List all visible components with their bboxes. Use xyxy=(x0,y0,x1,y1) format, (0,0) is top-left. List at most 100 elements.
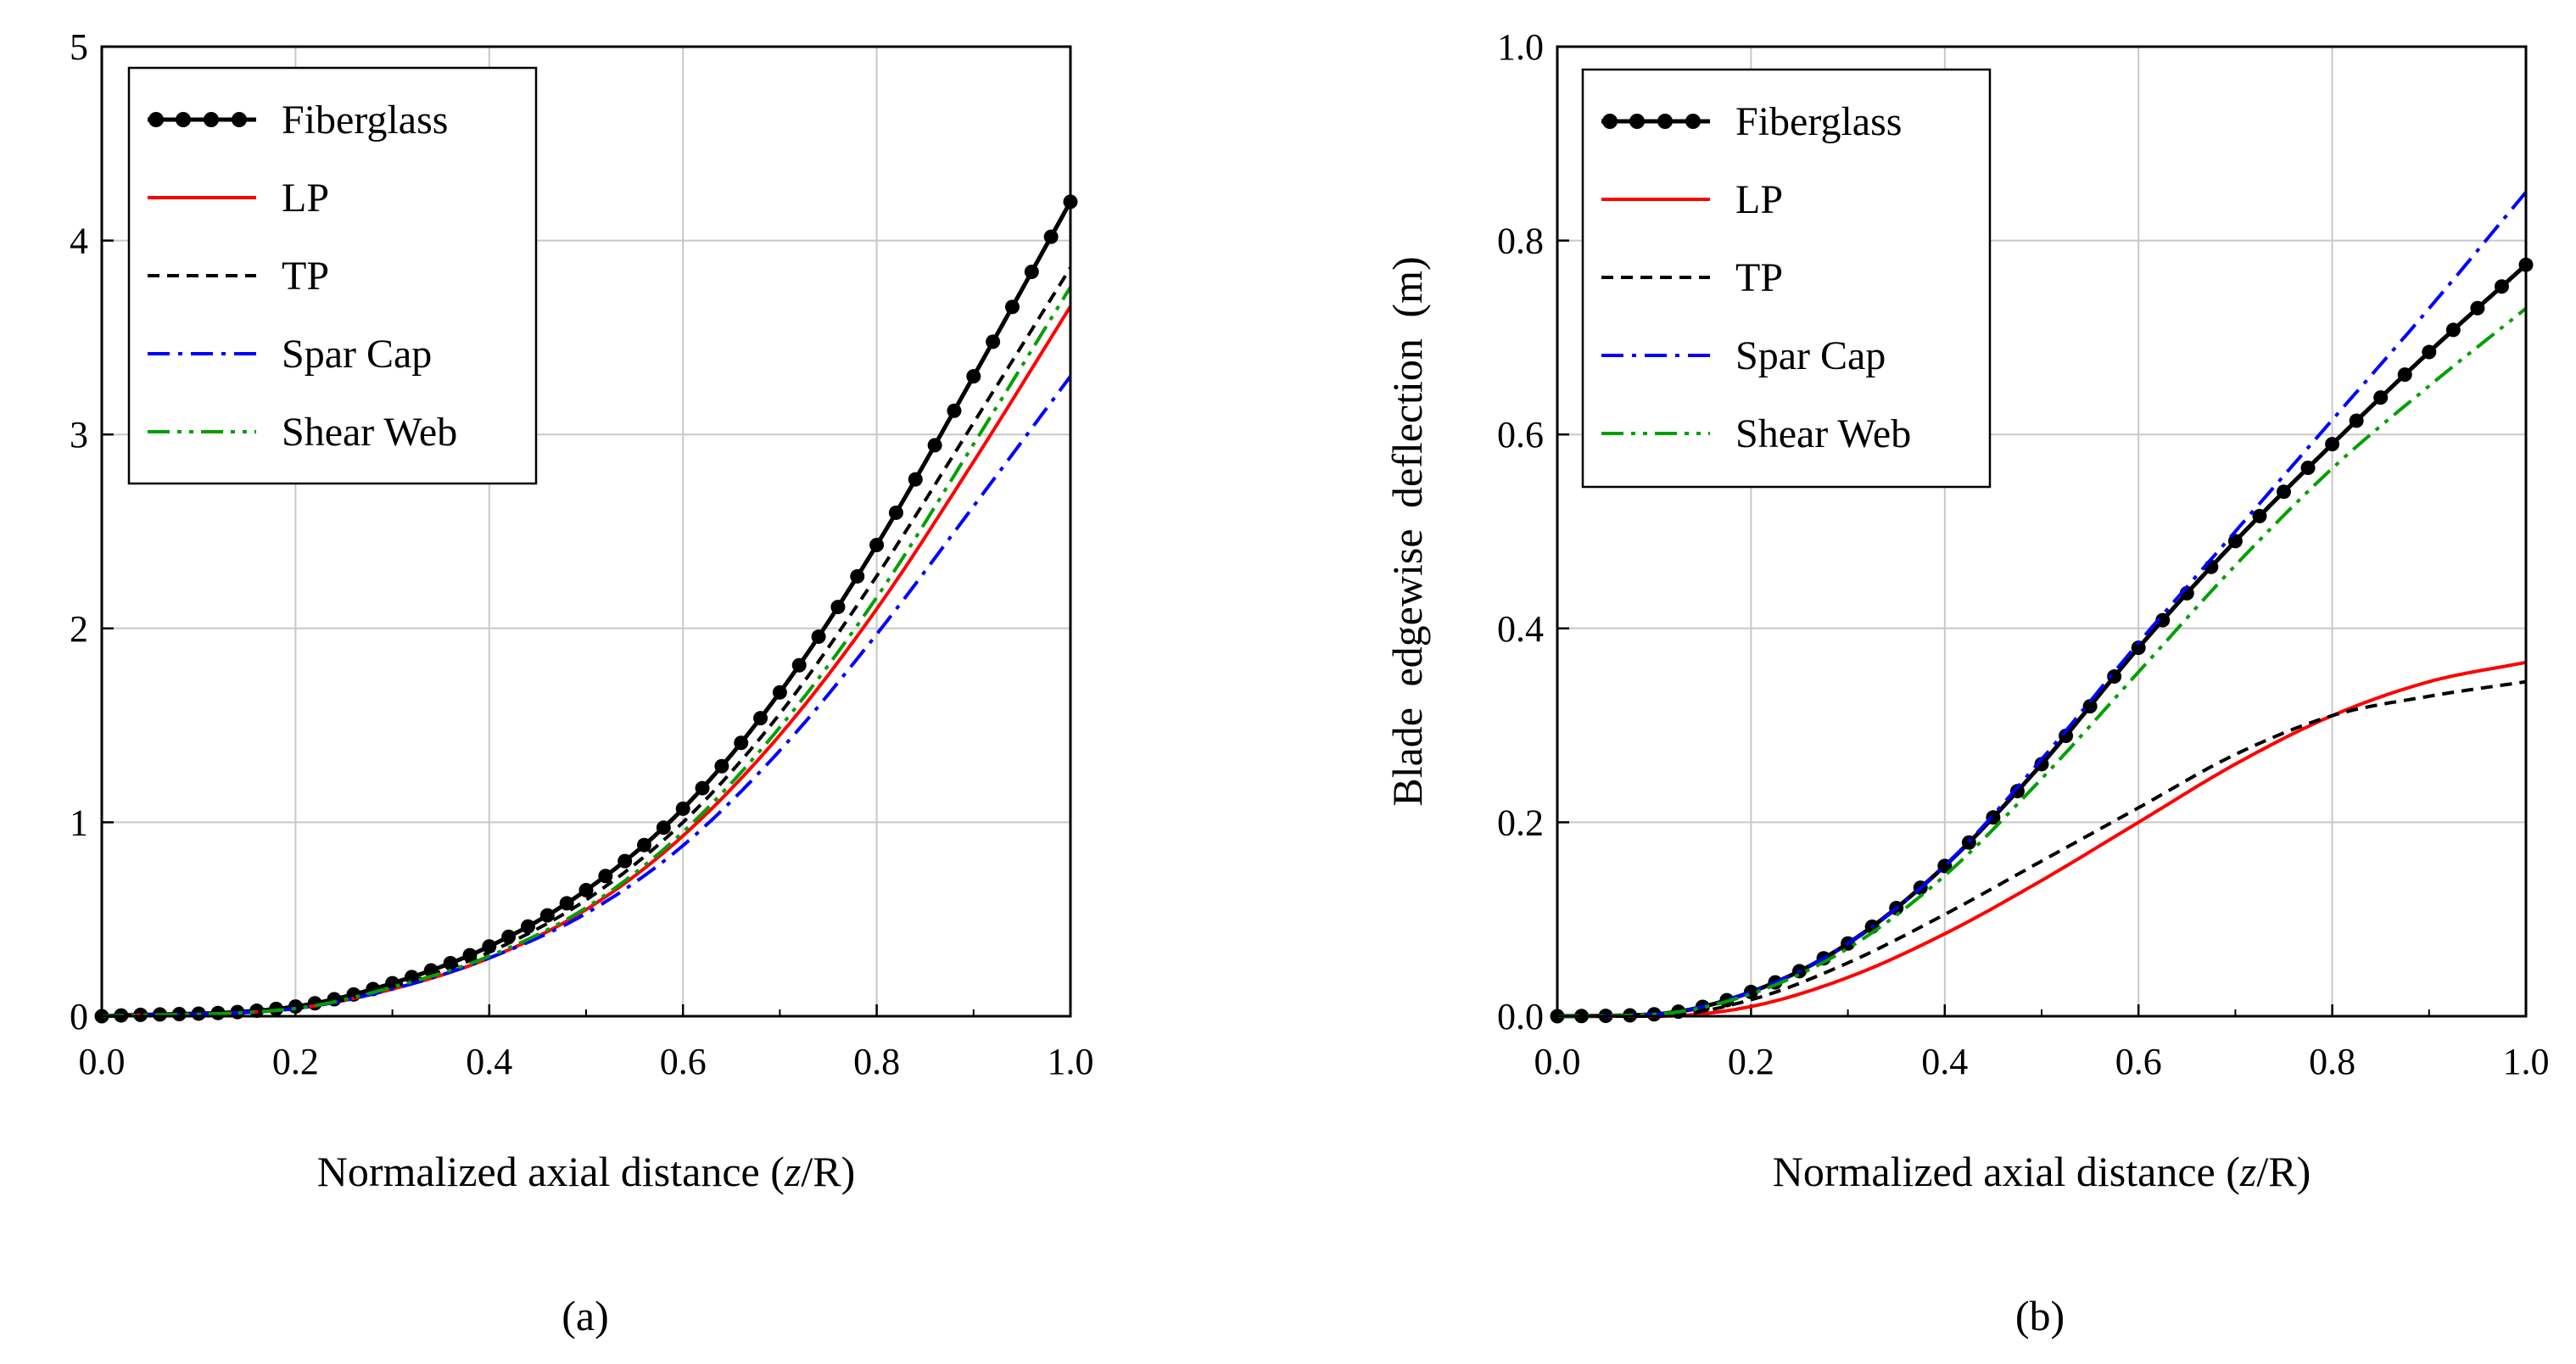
y-axis-label: Blade edgewise deflection (m) xyxy=(1383,256,1431,806)
legend-marker xyxy=(232,112,247,127)
plot-frame xyxy=(100,45,1072,1018)
series-marker-fiberglass xyxy=(2470,300,2485,316)
legend-label: Spar Cap xyxy=(1735,333,1886,378)
series-line-lp xyxy=(1557,660,2527,1018)
x-tick-label: 0.6 xyxy=(2115,1041,2162,1082)
series-marker-fiberglass xyxy=(830,600,846,615)
legend-label: TP xyxy=(1735,255,1783,300)
series-marker-fiberglass xyxy=(559,896,574,911)
legend: Fiberglass LP TP Spar Cap Shear Web xyxy=(127,66,538,485)
panel-caption: (a) xyxy=(562,1292,609,1339)
y-tick-label: 3 xyxy=(70,414,88,456)
legend-label: Shear Web xyxy=(282,410,457,455)
plot-frame xyxy=(1556,45,2528,1018)
series-marker-fiberglass xyxy=(986,334,1001,349)
series-marker-fiberglass xyxy=(714,758,729,774)
legend-label: Shear Web xyxy=(1735,411,1911,456)
y-tick-label: 0.2 xyxy=(1497,802,1544,843)
series-line-tp xyxy=(1557,679,2527,1018)
series-marker-fiberglass xyxy=(2009,784,2025,799)
series-marker-fiberglass xyxy=(2373,390,2389,405)
series-marker-fiberglass xyxy=(966,369,981,384)
series-marker-fiberglass xyxy=(2445,322,2461,338)
series-marker-fiberglass xyxy=(2349,413,2364,428)
series-marker-fiberglass xyxy=(947,403,962,418)
legend: Fiberglass LP TP Spar Cap Shear Web xyxy=(1581,68,1992,489)
x-tick-label: 0.8 xyxy=(853,1041,900,1082)
x-tick-label: 1.0 xyxy=(1048,1041,1094,1082)
series-marker-fiberglass xyxy=(927,438,942,453)
x-tick-label: 1.0 xyxy=(2503,1041,2550,1082)
x-axis-label-italic: z xyxy=(2239,1148,2256,1195)
x-tick-label: 0.0 xyxy=(79,1041,126,1082)
series-marker-fiberglass xyxy=(791,657,807,673)
series-marker-fiberglass xyxy=(2155,612,2171,628)
legend-label: Spar Cap xyxy=(282,332,432,377)
y-tick-label: 0.0 xyxy=(1497,996,1544,1037)
legend-marker xyxy=(1657,114,1673,129)
y-tick-label: 0 xyxy=(70,996,88,1037)
series-marker-fiberglass xyxy=(598,869,613,884)
series-marker-fiberglass xyxy=(2082,699,2098,714)
x-tick-label: 0.4 xyxy=(466,1041,512,1082)
y-tick-label: 5 xyxy=(70,26,88,68)
legend-marker xyxy=(176,112,191,127)
chart-panel-b: 0.0 0.2 0.4 0.6 0.8 1.0 0.0 0.2 0.4 0.6 0.8 1.0 Fibe… xyxy=(1383,26,2550,1339)
y-tick-label: 0.6 xyxy=(1497,414,1544,456)
series-marker-fiberglass xyxy=(2422,344,2437,360)
x-axis-label-italic: z xyxy=(784,1148,801,1195)
legend-marker xyxy=(1629,114,1645,129)
series-marker-fiberglass xyxy=(2034,757,2049,772)
y-tick-label: 2 xyxy=(70,608,88,650)
series-marker-fiberglass xyxy=(869,538,885,553)
series-marker-fiberglass xyxy=(753,711,768,726)
series-marker-fiberglass xyxy=(2494,279,2509,294)
x-tick-label: 0.0 xyxy=(1534,1041,1581,1082)
legend-label: Fiberglass xyxy=(1735,99,1902,144)
series-marker-fiberglass xyxy=(2300,461,2316,476)
y-tick-label: 4 xyxy=(70,221,88,262)
series-marker-fiberglass xyxy=(578,882,594,897)
series-marker-fiberglass xyxy=(2325,437,2340,452)
x-tick-label: 0.4 xyxy=(1921,1041,1968,1082)
legend-label: TP xyxy=(282,254,329,299)
series-marker-fiberglass xyxy=(888,505,903,520)
x-tick-label: 0.8 xyxy=(2309,1041,2355,1082)
series-marker-fiberglass xyxy=(656,820,671,836)
legend-marker xyxy=(1685,114,1701,129)
series-marker-fiberglass xyxy=(2059,728,2074,743)
series-line-shear-web xyxy=(1557,307,2528,1018)
y-tick-label: 1.0 xyxy=(1497,26,1544,68)
legend-label: LP xyxy=(282,176,329,221)
series-marker-fiberglass xyxy=(617,853,633,869)
x-axis-label-post: /R) xyxy=(801,1148,855,1195)
legend-marker xyxy=(204,112,219,127)
chart-panel-a: 0.0 0.2 0.4 0.6 0.8 1.0 0 1 2 3 4 5 Fiberglass LP TP Sp… xyxy=(70,26,1094,1339)
series-marker-fiberglass xyxy=(772,685,787,700)
legend-marker xyxy=(1602,114,1618,129)
series-marker-fiberglass xyxy=(1004,299,1020,315)
series-line-shear-web xyxy=(101,286,1072,1018)
series-marker-fiberglass xyxy=(2277,484,2291,500)
series-marker-fiberglass xyxy=(850,568,865,584)
panel-caption: (b) xyxy=(2015,1292,2065,1339)
series-marker-fiberglass xyxy=(734,735,749,751)
y-tick-label: 0.8 xyxy=(1497,221,1544,262)
series-marker-fiberglass xyxy=(2107,669,2122,685)
series-marker-fiberglass xyxy=(908,472,923,487)
legend-label: Fiberglass xyxy=(282,98,448,143)
legend-marker xyxy=(148,112,164,127)
legend-label: LP xyxy=(1735,177,1783,222)
series-marker-fiberglass xyxy=(2131,640,2146,656)
series-marker-fiberglass xyxy=(501,929,517,944)
series-marker-fiberglass xyxy=(539,908,555,923)
x-tick-label: 0.6 xyxy=(660,1041,707,1082)
series-marker-fiberglass xyxy=(2397,367,2412,383)
series-marker-fiberglass xyxy=(1024,265,1039,280)
x-axis-label-post: /R) xyxy=(2256,1148,2311,1195)
x-axis-label: Normalized axial distance (z/R) xyxy=(1773,1148,2311,1195)
y-tick-label: 0.4 xyxy=(1497,608,1544,650)
x-tick-label: 0.2 xyxy=(272,1041,319,1082)
x-axis-label-pre: Normalized axial distance ( xyxy=(317,1148,785,1195)
